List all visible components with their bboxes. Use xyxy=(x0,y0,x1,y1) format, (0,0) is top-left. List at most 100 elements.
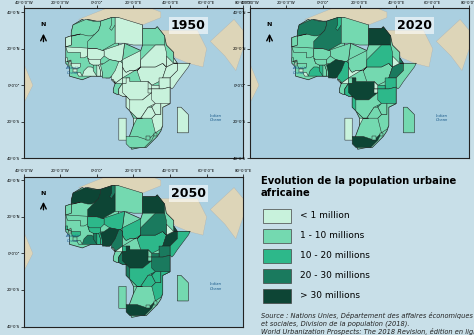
FancyBboxPatch shape xyxy=(263,209,292,223)
Polygon shape xyxy=(143,27,164,45)
Polygon shape xyxy=(155,199,207,235)
Polygon shape xyxy=(88,17,119,51)
Polygon shape xyxy=(122,219,141,241)
Text: Atlantic
Ocean: Atlantic Ocean xyxy=(292,66,307,75)
Polygon shape xyxy=(159,58,177,82)
Polygon shape xyxy=(328,43,350,62)
Polygon shape xyxy=(348,67,367,78)
Text: 1950: 1950 xyxy=(171,19,206,32)
Polygon shape xyxy=(325,63,328,76)
Polygon shape xyxy=(210,19,243,71)
Polygon shape xyxy=(363,45,392,71)
Polygon shape xyxy=(152,104,161,115)
Polygon shape xyxy=(292,36,323,58)
Text: 1 - 10 millions: 1 - 10 millions xyxy=(300,231,365,240)
Text: N: N xyxy=(41,22,46,27)
Polygon shape xyxy=(177,275,188,301)
Polygon shape xyxy=(155,30,207,67)
Polygon shape xyxy=(292,17,416,149)
Polygon shape xyxy=(68,231,71,233)
Polygon shape xyxy=(170,231,190,257)
Text: Evolution de la population urbaine africaine: Evolution de la population urbaine afric… xyxy=(261,176,456,198)
Text: Atlantic
Ocean: Atlantic Ocean xyxy=(65,234,81,243)
Polygon shape xyxy=(111,78,122,83)
Polygon shape xyxy=(148,82,159,89)
Polygon shape xyxy=(170,63,190,89)
Polygon shape xyxy=(319,65,327,76)
Polygon shape xyxy=(337,78,348,83)
Polygon shape xyxy=(66,202,81,215)
Text: 20 - 30 millions: 20 - 30 millions xyxy=(300,271,370,280)
Polygon shape xyxy=(148,82,152,89)
Polygon shape xyxy=(126,301,155,316)
Polygon shape xyxy=(137,231,166,253)
Polygon shape xyxy=(336,17,341,30)
Polygon shape xyxy=(119,286,128,308)
Polygon shape xyxy=(294,60,297,62)
Polygon shape xyxy=(337,80,341,83)
Polygon shape xyxy=(314,58,327,65)
Polygon shape xyxy=(68,228,71,229)
Polygon shape xyxy=(303,72,308,76)
Polygon shape xyxy=(345,78,378,107)
Polygon shape xyxy=(130,261,155,286)
Polygon shape xyxy=(66,204,97,226)
Polygon shape xyxy=(88,186,119,219)
Polygon shape xyxy=(99,231,102,244)
Text: Indian
Ocean: Indian Ocean xyxy=(436,114,448,123)
FancyBboxPatch shape xyxy=(263,289,292,303)
Polygon shape xyxy=(299,69,303,72)
Polygon shape xyxy=(294,63,297,65)
Polygon shape xyxy=(148,250,159,257)
Polygon shape xyxy=(356,92,382,118)
Text: Atlantic
Ocean: Atlantic Ocean xyxy=(65,66,81,75)
Polygon shape xyxy=(374,82,378,89)
Polygon shape xyxy=(314,17,345,51)
Polygon shape xyxy=(241,63,259,104)
Polygon shape xyxy=(122,67,141,78)
Polygon shape xyxy=(66,58,71,63)
Text: N: N xyxy=(267,22,272,27)
Polygon shape xyxy=(148,257,152,261)
Polygon shape xyxy=(148,89,152,92)
Polygon shape xyxy=(359,118,369,126)
Polygon shape xyxy=(152,272,170,301)
Polygon shape xyxy=(166,224,173,235)
Polygon shape xyxy=(66,17,190,149)
Polygon shape xyxy=(111,62,122,83)
Polygon shape xyxy=(109,17,115,30)
Polygon shape xyxy=(166,56,173,67)
Text: Indian
Ocean: Indian Ocean xyxy=(210,114,222,123)
Polygon shape xyxy=(88,226,100,233)
Polygon shape xyxy=(374,89,378,92)
FancyBboxPatch shape xyxy=(263,249,292,263)
Polygon shape xyxy=(210,188,243,239)
Polygon shape xyxy=(122,78,130,83)
Polygon shape xyxy=(88,49,104,65)
Polygon shape xyxy=(68,63,71,65)
Polygon shape xyxy=(73,69,77,72)
Polygon shape xyxy=(102,211,124,229)
Polygon shape xyxy=(374,87,396,107)
Polygon shape xyxy=(327,60,348,78)
Polygon shape xyxy=(119,83,141,118)
Polygon shape xyxy=(148,250,152,257)
Polygon shape xyxy=(111,80,115,83)
Polygon shape xyxy=(122,246,130,252)
Polygon shape xyxy=(122,235,141,246)
Polygon shape xyxy=(66,226,71,231)
Polygon shape xyxy=(119,246,152,275)
Polygon shape xyxy=(382,30,433,67)
Polygon shape xyxy=(134,286,143,294)
Polygon shape xyxy=(159,226,177,250)
Polygon shape xyxy=(111,248,115,252)
Polygon shape xyxy=(348,78,356,83)
Polygon shape xyxy=(68,60,71,62)
Polygon shape xyxy=(141,107,155,118)
Polygon shape xyxy=(352,133,382,147)
Polygon shape xyxy=(154,301,157,305)
Polygon shape xyxy=(115,186,143,213)
Polygon shape xyxy=(111,229,122,252)
Polygon shape xyxy=(66,36,97,58)
Polygon shape xyxy=(126,133,155,147)
